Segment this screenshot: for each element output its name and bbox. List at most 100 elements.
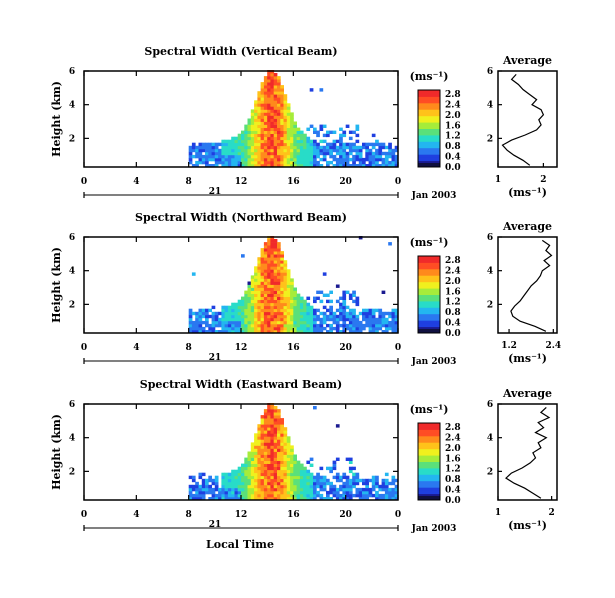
heatmap-cell	[355, 299, 360, 304]
heatmap-cell	[326, 478, 330, 483]
panel-1: Spectral Width (Northward Beam)0 4 8 12 16 20…	[50, 211, 561, 367]
heatmap-cell	[286, 145, 291, 150]
heatmap-cell	[368, 148, 373, 153]
heatmap-cell	[221, 326, 226, 331]
heatmap-cell	[394, 484, 399, 489]
heatmap-cell	[191, 497, 196, 501]
heatmap-cell	[375, 481, 379, 486]
heatmap-cell	[241, 145, 245, 150]
heatmap-cell	[293, 326, 297, 331]
heatmap-cell	[257, 269, 262, 273]
heatmap-cell	[332, 475, 337, 480]
heatmap-cell	[286, 296, 291, 300]
heatmap-cell	[306, 460, 311, 464]
heatmap-cell	[277, 487, 281, 492]
heatmap-cell	[290, 497, 294, 501]
heatmap-cell	[221, 145, 226, 150]
heatmap-cell	[290, 293, 294, 297]
heatmap-cell	[267, 278, 271, 282]
heatmap-cell	[290, 296, 294, 300]
heatmap-cell	[283, 484, 288, 489]
heatmap-cell	[306, 472, 311, 477]
heatmap-cell	[280, 330, 284, 334]
heatmap-cell	[201, 484, 206, 489]
heatmap-cell	[211, 314, 216, 319]
heatmap-cell	[277, 320, 281, 325]
heatmap-cell	[309, 314, 314, 319]
heatmap-cell	[277, 248, 281, 252]
heatmap-cell	[234, 490, 239, 495]
heatmap-cell	[342, 293, 347, 297]
heatmap-cell	[273, 79, 278, 83]
heatmap-cell	[188, 487, 193, 492]
heatmap-cell	[388, 145, 392, 150]
heatmap-cell	[313, 139, 317, 144]
heatmap-cell	[247, 160, 252, 165]
heatmap-cell	[335, 457, 340, 461]
heatmap-cell	[283, 314, 288, 319]
heatmap-cell	[267, 320, 271, 325]
heatmap-cell	[273, 263, 278, 267]
avg-y-tick-label: 4	[487, 434, 493, 444]
colorbar-swatch	[418, 294, 440, 299]
heatmap-cell	[322, 151, 327, 156]
heatmap-cell	[273, 275, 278, 279]
heatmap-cell	[286, 320, 291, 325]
heatmap-cell	[352, 466, 356, 471]
heatmap-cell	[247, 481, 252, 486]
heatmap-cell	[335, 472, 340, 477]
heatmap-cell	[273, 94, 278, 98]
heatmap-cell	[205, 330, 209, 334]
heatmap-cell	[244, 457, 248, 461]
heatmap-cell	[267, 145, 271, 150]
heatmap-cell	[234, 151, 239, 156]
heatmap-cell	[267, 484, 271, 489]
heatmap-cell	[394, 154, 399, 159]
colorbar-swatch	[418, 275, 440, 279]
heatmap-cell	[257, 460, 262, 464]
heatmap-cell	[218, 317, 222, 322]
heatmap-cell	[388, 481, 392, 486]
heatmap-cell	[263, 97, 268, 101]
heatmap-cell	[257, 463, 262, 467]
heatmap-cell	[316, 290, 320, 294]
heatmap-cell	[348, 478, 353, 483]
heatmap-cell	[244, 487, 248, 492]
heatmap-cell	[286, 481, 291, 486]
heatmap-cell	[293, 290, 297, 294]
heatmap-cell	[371, 145, 376, 150]
colorbar-tick-label: 1.6	[445, 454, 461, 464]
heatmap-cell	[286, 154, 291, 159]
heatmap-cell	[316, 154, 320, 159]
heatmap-cell	[316, 130, 320, 134]
heatmap-cell	[293, 469, 297, 474]
heatmap-cell	[270, 115, 275, 119]
heatmap-cell	[296, 133, 301, 138]
heatmap-cell	[352, 130, 356, 134]
heatmap-cell	[280, 106, 284, 110]
heatmap-cell	[214, 148, 219, 153]
heatmap-cell	[299, 484, 304, 489]
heatmap-cell	[263, 497, 268, 501]
heatmap-cell	[250, 330, 255, 334]
heatmap-cell	[277, 466, 281, 471]
heatmap-cell	[224, 142, 229, 147]
heatmap-cell	[365, 154, 369, 159]
heatmap-cell	[270, 91, 275, 95]
heatmap-cell	[277, 136, 281, 141]
heatmap-cell	[362, 311, 366, 316]
heatmap-cell	[299, 466, 304, 471]
heatmap-cell	[201, 326, 206, 331]
y-tick-label: 4	[69, 267, 75, 277]
heatmap-cell	[280, 260, 284, 264]
heatmap-cell	[250, 481, 255, 486]
heatmap-cell	[286, 287, 291, 291]
colorbar-frame	[417, 255, 441, 334]
heatmap-cell	[263, 424, 268, 428]
heatmap-cell	[319, 320, 324, 325]
heatmap-cell	[227, 320, 232, 325]
heatmap-cell	[208, 330, 212, 334]
heatmap-cell	[277, 497, 281, 501]
heatmap-cell	[365, 320, 369, 325]
